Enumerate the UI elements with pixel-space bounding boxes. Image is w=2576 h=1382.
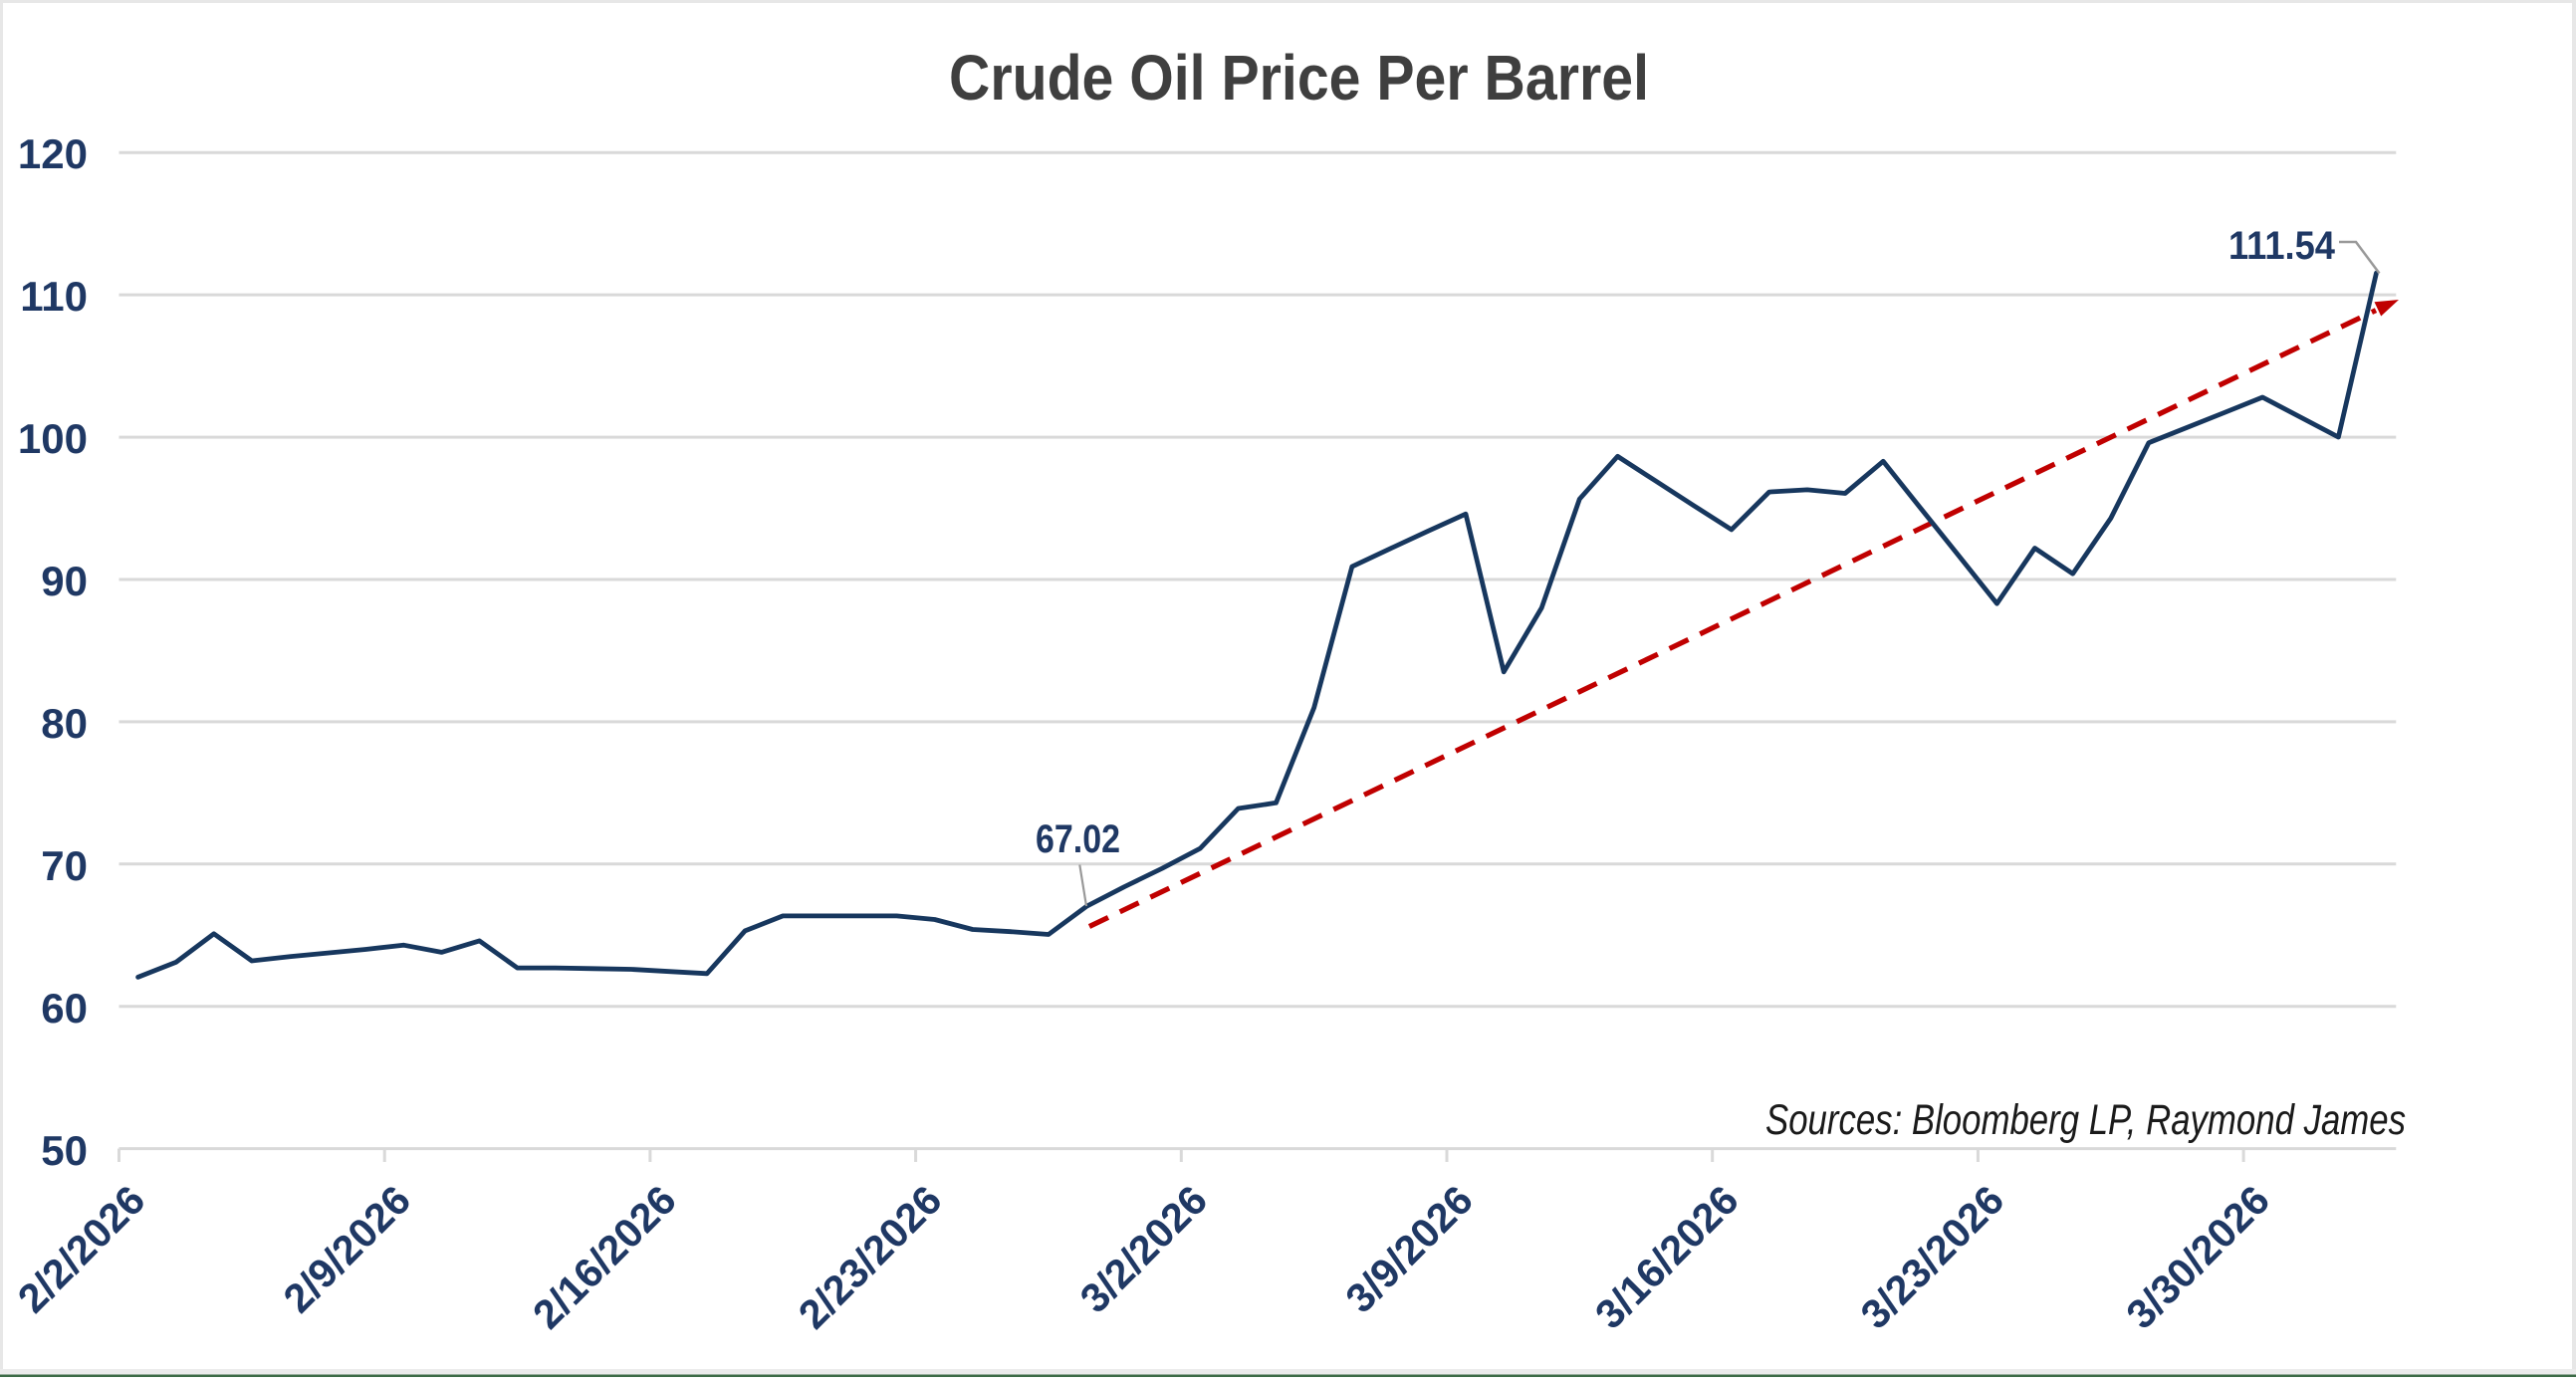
svg-text:Sources: Bloomberg LP, Raymond: Sources: Bloomberg LP, Raymond James: [1765, 1096, 2406, 1144]
svg-text:111.54: 111.54: [2228, 224, 2336, 268]
svg-text:110: 110: [20, 273, 88, 320]
svg-text:67.02: 67.02: [1036, 817, 1120, 861]
svg-text:50: 50: [41, 1127, 88, 1174]
svg-text:70: 70: [41, 842, 88, 889]
svg-text:60: 60: [41, 985, 88, 1032]
svg-text:100: 100: [18, 415, 88, 462]
svg-text:120: 120: [18, 130, 88, 177]
svg-text:90: 90: [41, 558, 88, 604]
svg-text:80: 80: [41, 700, 88, 747]
svg-text:Crude Oil Price Per Barrel: Crude Oil Price Per Barrel: [949, 42, 1649, 114]
